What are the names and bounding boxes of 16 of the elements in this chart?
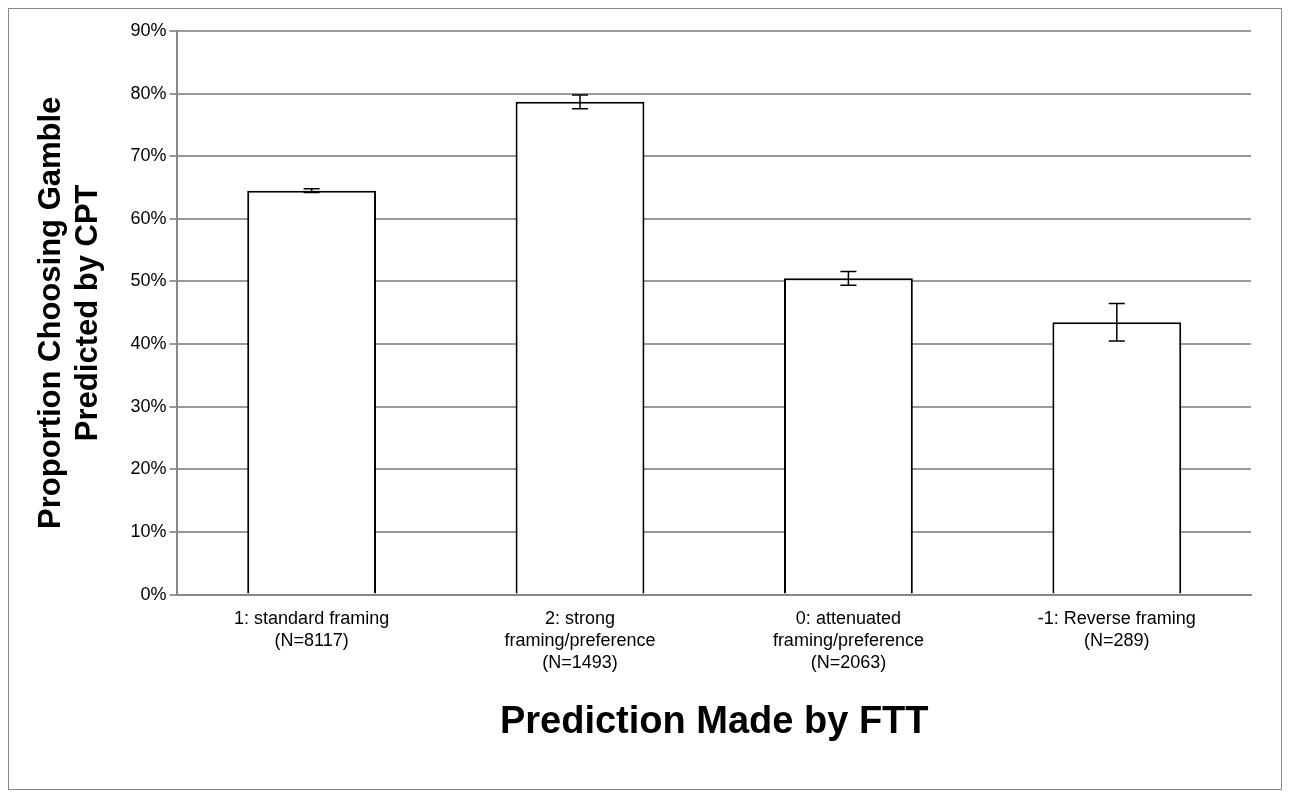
y-tick-label: 90% xyxy=(130,19,167,40)
y-tick-label: 80% xyxy=(130,82,167,103)
x-tick-label: 0: attenuated framing/preference (N=2063) xyxy=(772,608,924,672)
y-axis-title: Proportion Choosing Gamble Predicted by CPT xyxy=(32,96,105,529)
y-tick-label: 60% xyxy=(130,207,167,228)
y-tick-label: 70% xyxy=(130,145,167,166)
y-tick-label: 0% xyxy=(140,583,167,604)
x-tick-label: 2: strong framing/preference (N=1493) xyxy=(504,608,656,672)
y-tick-label: 40% xyxy=(130,333,167,354)
x-axis-title: Prediction Made by FTT xyxy=(499,698,929,741)
y-tick-label: 20% xyxy=(130,458,167,479)
x-tick-label: -1: Reverse framing (N=289) xyxy=(1037,608,1196,650)
y-tick-label: 30% xyxy=(130,395,167,416)
x-tick-label: 1: standard framing (N=8117) xyxy=(234,608,390,650)
y-tick-label: 10% xyxy=(130,520,167,541)
y-tick-label: 50% xyxy=(130,270,167,291)
